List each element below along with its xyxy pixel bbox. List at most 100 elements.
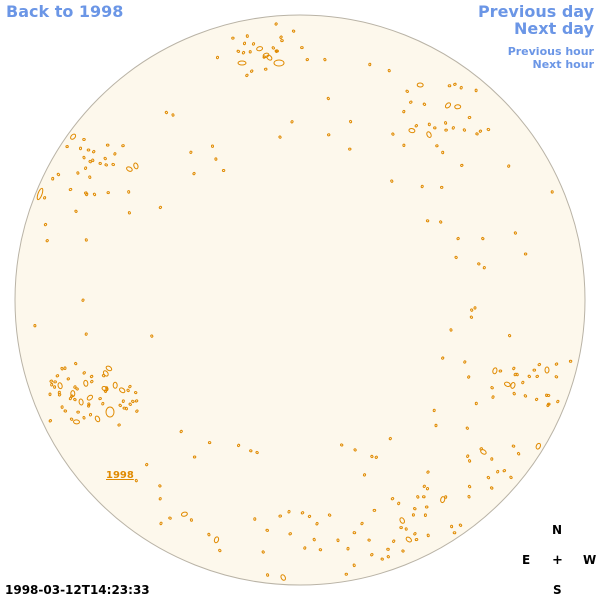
contour-speck xyxy=(36,187,44,201)
contour-speck xyxy=(374,455,378,459)
contour-speck xyxy=(90,379,94,384)
contour-speck xyxy=(346,546,350,551)
back-to-year-link[interactable]: Back to 1998 xyxy=(6,2,124,21)
contour-speck xyxy=(523,252,528,256)
contour-speck xyxy=(84,166,88,170)
contour-speck xyxy=(408,128,416,134)
contour-speck xyxy=(280,574,286,581)
contour-speck xyxy=(467,115,472,120)
contour-speck xyxy=(397,501,401,506)
contour-speck xyxy=(420,184,424,189)
contour-speck xyxy=(486,127,491,132)
contour-speck xyxy=(444,128,448,132)
next-day-link[interactable]: Next day xyxy=(514,19,594,38)
contour-speck xyxy=(386,555,390,559)
contour-speck xyxy=(134,391,138,395)
contour-speck xyxy=(467,494,471,499)
contour-speck xyxy=(266,54,273,61)
contour-speck xyxy=(422,484,426,488)
contour-speck xyxy=(426,533,430,538)
contour-speck xyxy=(467,484,472,489)
year-label-link[interactable]: 1998 xyxy=(106,470,134,481)
contour-speck xyxy=(349,119,353,124)
timestamp: 1998-03-12T14:23:33 xyxy=(5,583,150,597)
contour-speck xyxy=(121,399,125,403)
contour-speck xyxy=(468,459,472,463)
contour-speck xyxy=(82,371,86,375)
contour-speck xyxy=(318,548,323,552)
contour-speck xyxy=(261,550,265,554)
contour-speck xyxy=(171,113,175,117)
contour-speck xyxy=(73,385,77,389)
contour-speck xyxy=(425,487,430,491)
contour-speck xyxy=(405,536,412,543)
contour-speck xyxy=(88,159,92,164)
contour-speck xyxy=(53,385,57,389)
contour-speck xyxy=(399,517,405,524)
contour-speck xyxy=(481,237,485,241)
contour-speck xyxy=(434,423,438,428)
contour-speck xyxy=(427,122,431,127)
previous-hour-link[interactable]: Previous hour xyxy=(507,45,594,58)
contour-speck xyxy=(221,168,226,173)
contour-speck xyxy=(73,397,77,402)
contour-speck xyxy=(303,546,307,550)
contour-speck xyxy=(76,171,80,175)
contour-speck xyxy=(168,516,172,520)
contour-speck xyxy=(92,192,97,197)
contour-speck xyxy=(63,366,67,370)
contour-speck xyxy=(103,156,107,161)
contour-speck xyxy=(537,363,542,367)
contour-speck xyxy=(353,448,357,452)
contour-speck xyxy=(491,395,495,399)
contour-speck xyxy=(164,110,169,115)
contour-speck xyxy=(414,124,418,128)
contour-speck xyxy=(48,419,52,423)
contour-speck xyxy=(159,521,163,526)
contour-speck xyxy=(546,402,551,406)
next-hour-link[interactable]: Next hour xyxy=(532,58,595,71)
contour-speck xyxy=(98,397,102,401)
contour-speck xyxy=(414,538,419,542)
contour-speck xyxy=(426,131,432,138)
previous-day-link[interactable]: Previous day xyxy=(477,2,594,21)
contour-speck xyxy=(474,88,478,93)
contour-speck xyxy=(504,381,511,387)
contour-speck xyxy=(48,392,52,397)
contour-speck xyxy=(432,408,436,413)
contour-speck xyxy=(83,379,89,387)
compass-center-icon: + xyxy=(552,553,563,568)
contour-speck xyxy=(81,298,85,302)
contour-speck xyxy=(135,409,139,413)
contour-speck xyxy=(545,393,549,397)
contour-speck xyxy=(133,162,139,170)
contour-speck xyxy=(404,527,408,531)
contour-speck xyxy=(490,457,494,461)
contour-speck xyxy=(215,55,220,60)
contour-speck xyxy=(399,526,403,530)
contour-speck xyxy=(348,147,352,151)
contour-speck xyxy=(245,73,249,78)
contour-speck xyxy=(86,394,94,401)
contour-speck xyxy=(119,387,126,394)
contour-speck xyxy=(458,523,463,527)
contour-speck xyxy=(535,374,539,378)
contour-speck xyxy=(127,190,131,194)
contour-speck xyxy=(450,524,454,529)
contour-speck xyxy=(278,135,282,139)
contour-speck xyxy=(386,547,390,551)
contour-speck xyxy=(509,475,513,480)
contour-speck xyxy=(502,469,507,473)
contour-speck xyxy=(422,102,427,106)
contour-speck xyxy=(273,59,285,67)
contour-speck xyxy=(433,126,437,130)
contour-speck xyxy=(237,443,241,448)
compass-south-label: S xyxy=(553,583,562,597)
contour-speck xyxy=(550,190,554,194)
contour-speck xyxy=(423,513,427,517)
contour-speck xyxy=(556,399,560,404)
contour-speck xyxy=(256,46,264,52)
contour-speck xyxy=(512,366,516,371)
contour-speck xyxy=(391,132,395,136)
compass-west-label: W xyxy=(583,553,597,567)
